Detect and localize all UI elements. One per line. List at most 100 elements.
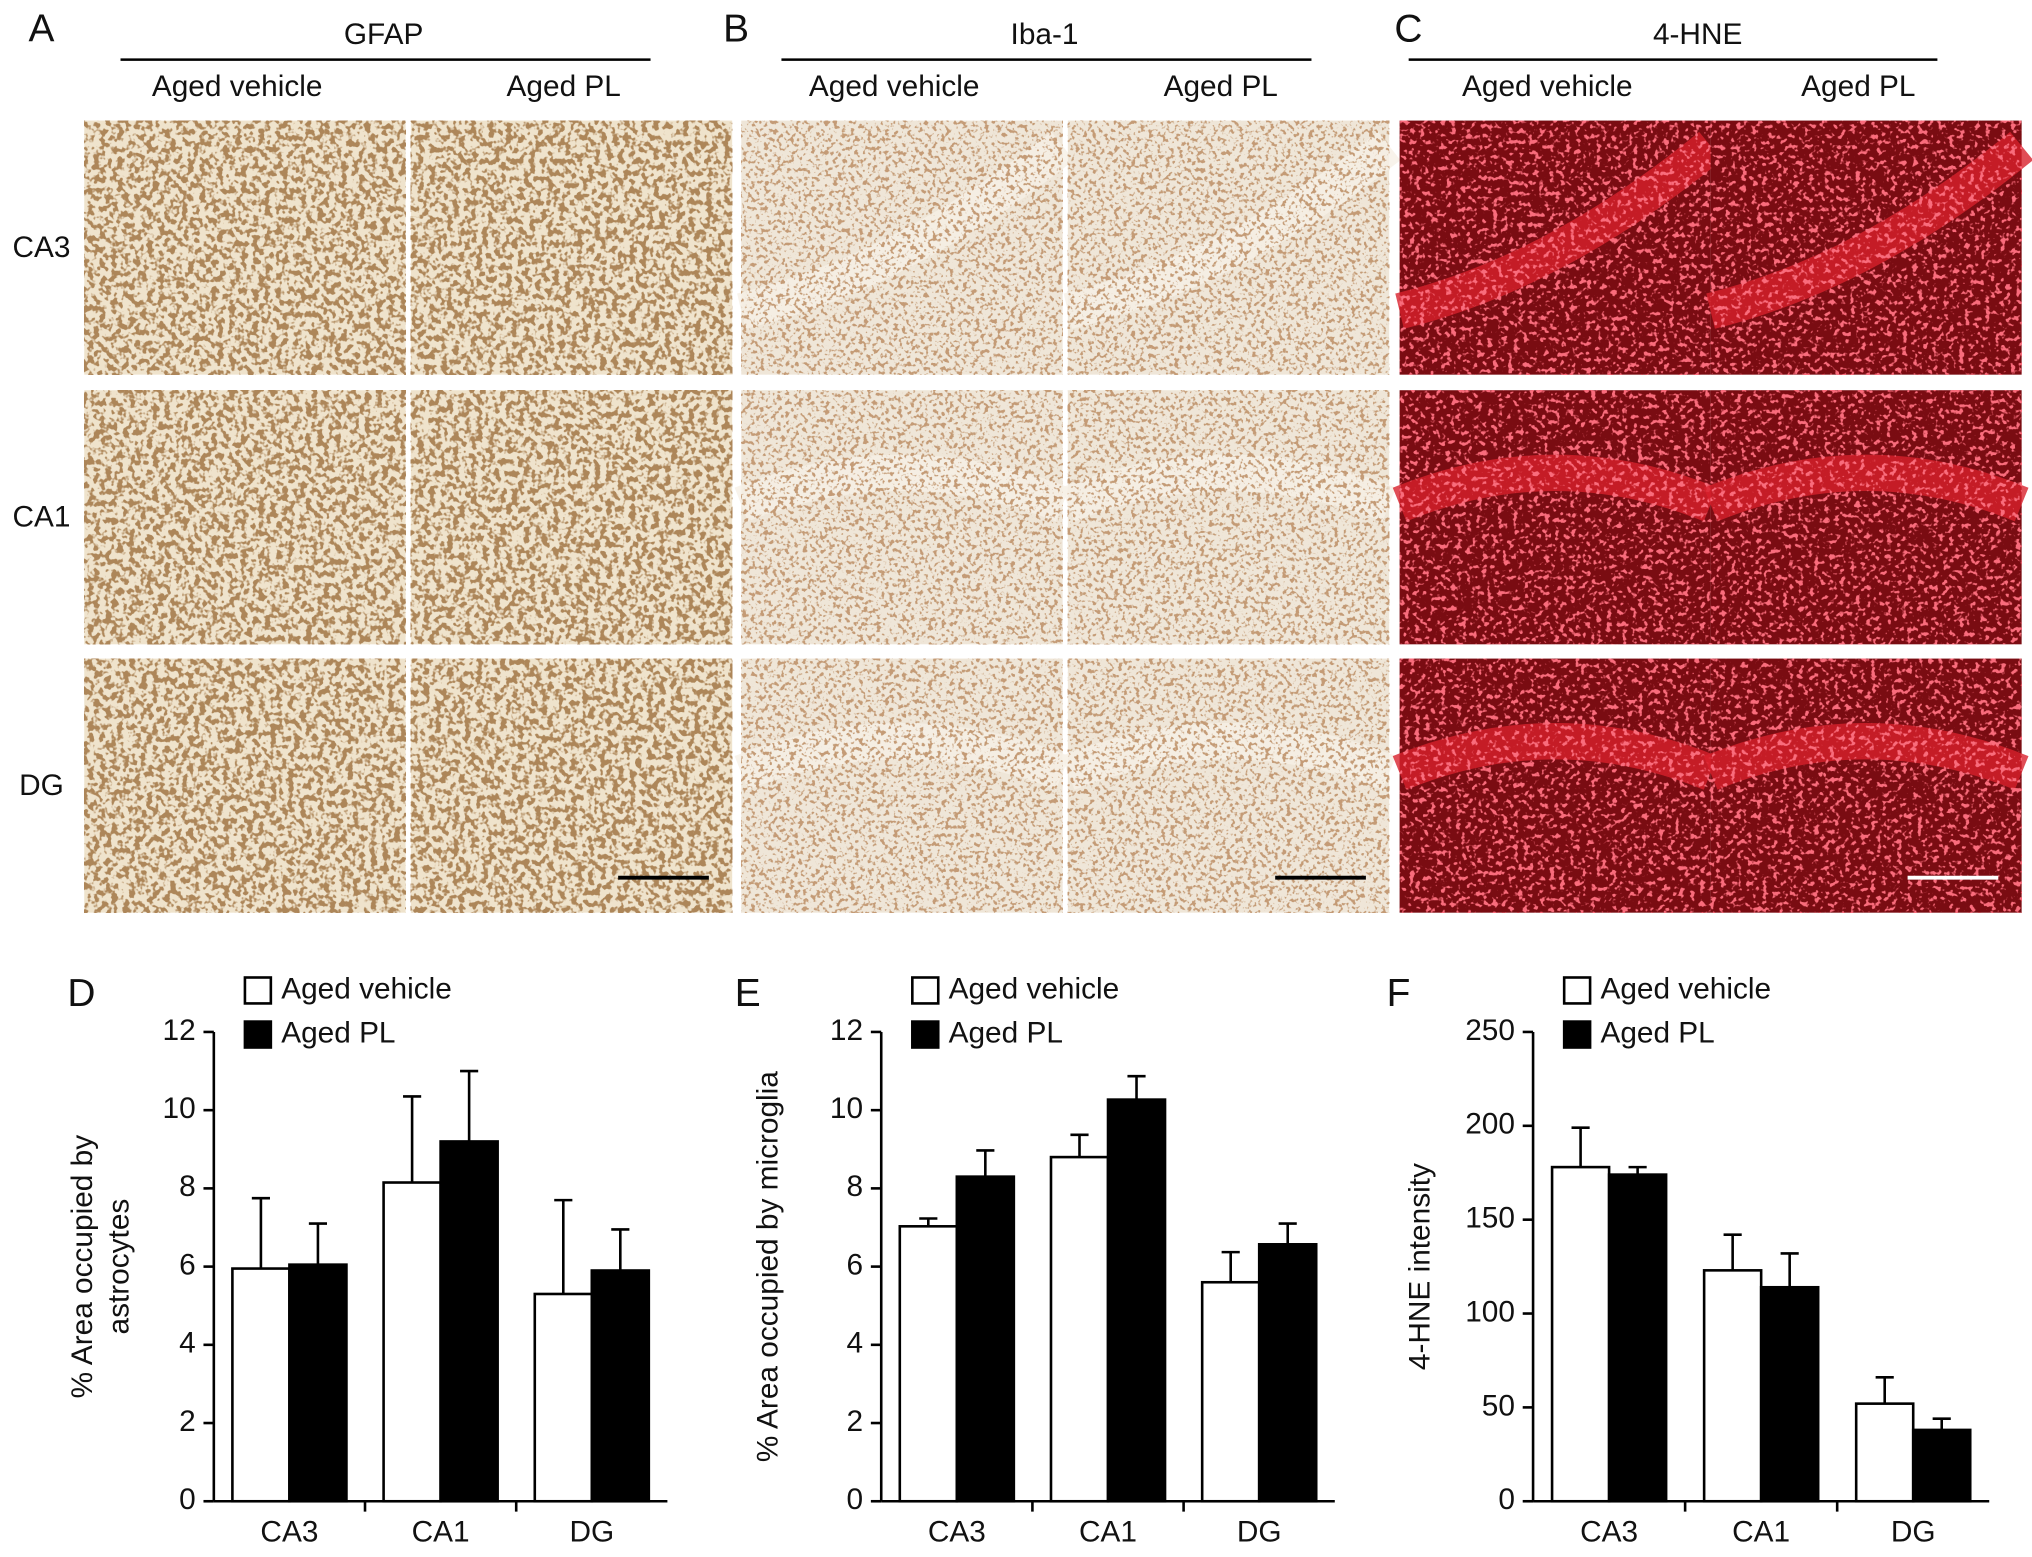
micrograph-texture [84, 120, 406, 375]
x-tick-label: CA1 [1732, 1516, 1790, 1549]
y-tick-label: 200 [1465, 1108, 1515, 1141]
legend-label: Aged vehicle [281, 972, 452, 1005]
bar [1759, 1285, 1820, 1503]
panel-label: A [29, 7, 55, 50]
y-tick-label: 50 [1482, 1389, 1515, 1422]
y-tick-label: 12 [830, 1014, 863, 1047]
stain-header: GFAP [344, 18, 423, 51]
legend-label: Aged vehicle [949, 972, 1120, 1005]
y-tick-label: 4 [847, 1327, 864, 1360]
bar [1607, 1173, 1668, 1503]
bar [288, 1263, 348, 1503]
micrograph-texture [741, 658, 1063, 913]
y-tick-label: 100 [1465, 1295, 1515, 1328]
bar [1550, 1165, 1611, 1503]
panel-label: C [1394, 7, 1422, 50]
bar [1702, 1269, 1763, 1503]
panel-label: E [735, 972, 761, 1015]
bar [1049, 1155, 1110, 1503]
column-header: Aged PL [1164, 70, 1278, 103]
y-tick-label: 8 [847, 1170, 864, 1203]
bar [1106, 1098, 1167, 1503]
micrograph-texture [741, 120, 1063, 375]
panel-label: B [723, 7, 749, 50]
micrograph-texture [410, 120, 733, 375]
y-tick-label: 6 [847, 1248, 864, 1281]
column-header: Aged vehicle [152, 70, 323, 103]
y-axis-label: astrocytes [102, 1199, 135, 1335]
y-tick-label: 6 [179, 1248, 196, 1281]
y-tick-label: 0 [179, 1483, 196, 1516]
bar [533, 1292, 594, 1503]
micrograph-texture [1399, 390, 1711, 645]
y-tick-label: 10 [830, 1092, 863, 1125]
y-tick-label: 10 [163, 1092, 196, 1125]
column-header: Aged vehicle [1462, 70, 1633, 103]
stain-header: 4-HNE [1653, 18, 1742, 51]
x-tick-label: CA3 [1580, 1516, 1638, 1549]
x-tick-label: DG [569, 1516, 614, 1549]
y-tick-label: 12 [163, 1014, 196, 1047]
bar [898, 1225, 959, 1503]
micrograph-texture [1067, 658, 1390, 913]
row-label: CA1 [12, 500, 70, 533]
row-label: CA3 [12, 231, 70, 264]
x-tick-label: CA1 [1079, 1516, 1137, 1549]
legend-label: Aged vehicle [1600, 972, 1771, 1005]
y-tick-label: 250 [1465, 1014, 1515, 1047]
micrograph-texture [1399, 658, 1711, 913]
y-axis-label: % Area occupied by [66, 1135, 99, 1399]
y-tick-label: 2 [847, 1405, 864, 1438]
y-tick-label: 0 [847, 1483, 864, 1516]
bar [1200, 1280, 1261, 1503]
legend-swatch [911, 1020, 940, 1049]
column-header: Aged PL [1801, 70, 1915, 103]
stain-header: Iba-1 [1011, 18, 1079, 51]
y-tick-label: 150 [1465, 1202, 1515, 1235]
bar [955, 1175, 1016, 1503]
x-tick-label: CA3 [928, 1516, 986, 1549]
bar [1911, 1428, 1972, 1503]
bar [382, 1181, 442, 1503]
legend-swatch [243, 976, 273, 1005]
bar [590, 1269, 651, 1503]
micrograph-texture [741, 390, 1063, 645]
legend-swatch [243, 1020, 273, 1049]
micrograph-texture [410, 390, 733, 645]
bar [231, 1267, 291, 1503]
micrograph-texture [1067, 390, 1390, 645]
micrograph-texture [1399, 120, 1711, 375]
legend-label: Aged PL [281, 1016, 395, 1049]
y-tick-label: 2 [179, 1405, 196, 1438]
y-tick-label: 0 [1498, 1483, 1515, 1516]
legend-swatch [1562, 1020, 1592, 1049]
micrograph-texture [1710, 658, 2022, 913]
micrograph-texture [1710, 390, 2022, 645]
bar [439, 1140, 499, 1503]
y-axis-label: 4-HNE intensity [1404, 1163, 1437, 1370]
bar [1854, 1402, 1915, 1503]
y-axis-label: % Area occupied by microglia [752, 1071, 785, 1462]
legend-swatch [911, 976, 940, 1005]
x-tick-label: DG [1891, 1516, 1936, 1549]
micrograph-texture [1710, 120, 2022, 375]
legend-label: Aged PL [1600, 1016, 1714, 1049]
bar [1257, 1243, 1318, 1503]
legend-label: Aged PL [949, 1016, 1063, 1049]
x-tick-label: CA3 [260, 1516, 318, 1549]
y-tick-label: 8 [179, 1170, 196, 1203]
x-tick-label: CA1 [412, 1516, 470, 1549]
micrograph-texture [410, 658, 733, 913]
panel-label: F [1387, 972, 1411, 1015]
y-tick-label: 4 [179, 1327, 196, 1360]
row-label: DG [19, 769, 64, 802]
micrograph-texture [84, 658, 406, 913]
column-header: Aged vehicle [809, 70, 980, 103]
micrograph-texture [1067, 120, 1390, 375]
micrograph-texture [84, 390, 406, 645]
panel-label: D [67, 972, 95, 1015]
column-header: Aged PL [507, 70, 621, 103]
legend-swatch [1562, 976, 1592, 1005]
